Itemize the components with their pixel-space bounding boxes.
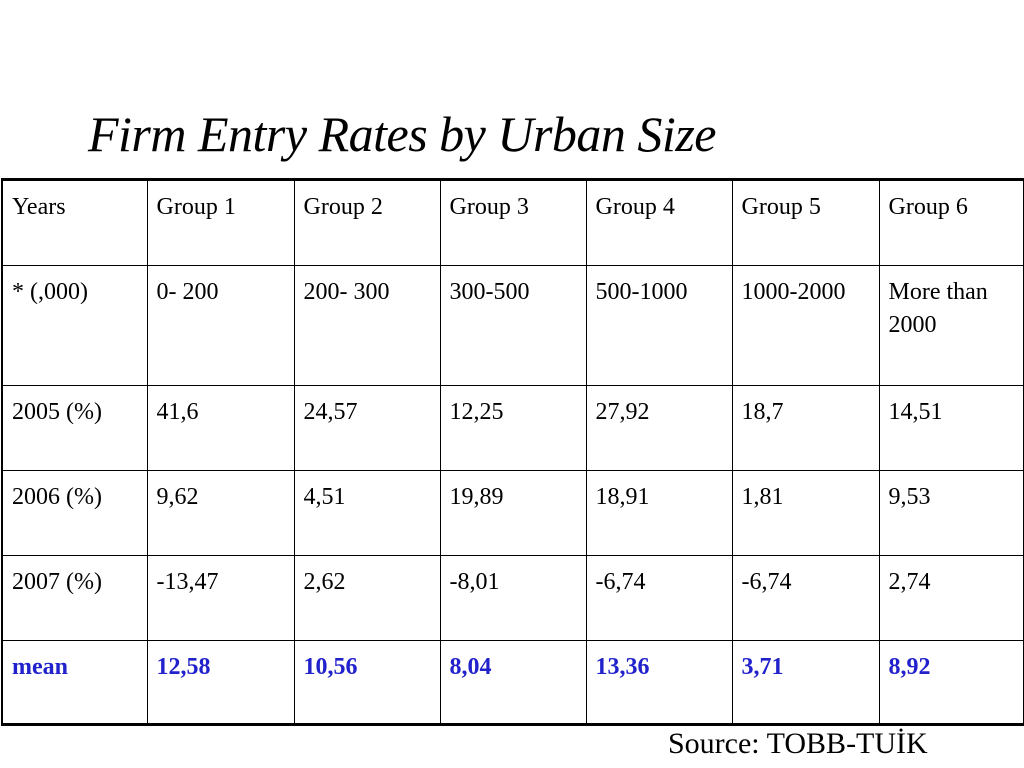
table-cell: 1000-2000 xyxy=(731,265,880,386)
header-cell-group-4: Group 4 xyxy=(585,178,733,266)
table-cell: 2,74 xyxy=(878,555,1024,641)
table-cell: 24,57 xyxy=(293,385,441,471)
table-cell: 9,62 xyxy=(146,470,295,556)
table-cell: 12,25 xyxy=(439,385,587,471)
data-table: Years Group 1 Group 2 Group 3 Group 4 Gr… xyxy=(1,178,1024,726)
table-cell: 8,04 xyxy=(439,640,587,726)
table-cell: 2,62 xyxy=(293,555,441,641)
table-cell: 500-1000 xyxy=(585,265,733,386)
table-cell: 2006 (%) xyxy=(1,470,148,556)
table-cell: 27,92 xyxy=(585,385,733,471)
table-cell: 19,89 xyxy=(439,470,587,556)
table-cell: 8,92 xyxy=(878,640,1024,726)
table-cell: -6,74 xyxy=(585,555,733,641)
table-cell: 300-500 xyxy=(439,265,587,386)
header-cell-group-5: Group 5 xyxy=(731,178,880,266)
table-cell: 13,36 xyxy=(585,640,733,726)
table-cell: 0- 200 xyxy=(146,265,295,386)
table-cell: 200- 300 xyxy=(293,265,441,386)
table-cell: 4,51 xyxy=(293,470,441,556)
table-cell: -6,74 xyxy=(731,555,880,641)
table-header-row: Years Group 1 Group 2 Group 3 Group 4 Gr… xyxy=(1,178,1024,266)
table-cell: 2005 (%) xyxy=(1,385,148,471)
table-cell: 41,6 xyxy=(146,385,295,471)
header-cell-group-3: Group 3 xyxy=(439,178,587,266)
table-cell: 14,51 xyxy=(878,385,1024,471)
header-cell-group-2: Group 2 xyxy=(293,178,441,266)
table-cell: More than 2000 xyxy=(878,265,1024,386)
table-cell: 10,56 xyxy=(293,640,441,726)
table-row-2005: 2005 (%) 41,6 24,57 12,25 27,92 18,7 14,… xyxy=(1,385,1024,471)
table-cell: mean xyxy=(1,640,148,726)
table-cell: -8,01 xyxy=(439,555,587,641)
table-cell: 12,58 xyxy=(146,640,295,726)
header-cell-years: Years xyxy=(1,178,148,266)
table-row-population: * (,000) 0- 200 200- 300 300-500 500-100… xyxy=(1,265,1024,386)
table-cell: -13,47 xyxy=(146,555,295,641)
table-row-2007: 2007 (%) -13,47 2,62 -8,01 -6,74 -6,74 2… xyxy=(1,555,1024,641)
table-row-2006: 2006 (%) 9,62 4,51 19,89 18,91 1,81 9,53 xyxy=(1,470,1024,556)
table-cell: 18,91 xyxy=(585,470,733,556)
table-cell: 3,71 xyxy=(731,640,880,726)
table-cell: 2007 (%) xyxy=(1,555,148,641)
table-cell: 18,7 xyxy=(731,385,880,471)
source-note: Source: TOBB-TUİK xyxy=(668,727,928,760)
table-cell: 1,81 xyxy=(731,470,880,556)
page-title: Firm Entry Rates by Urban Size xyxy=(88,106,716,162)
table-row-mean: mean 12,58 10,56 8,04 13,36 3,71 8,92 xyxy=(1,640,1024,726)
header-cell-group-6: Group 6 xyxy=(878,178,1024,266)
header-cell-group-1: Group 1 xyxy=(146,178,295,266)
table-cell: 9,53 xyxy=(878,470,1024,556)
table-cell: * (,000) xyxy=(1,265,148,386)
